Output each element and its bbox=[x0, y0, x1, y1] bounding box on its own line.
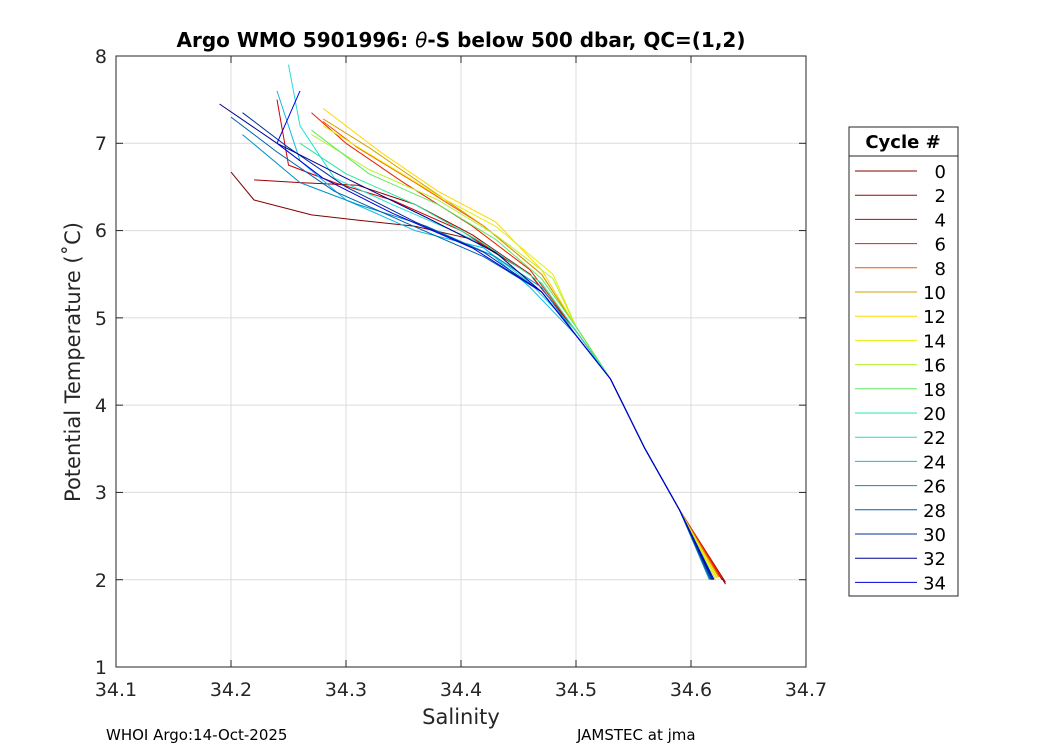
footer-right: JAMSTEC at jma bbox=[576, 726, 696, 744]
legend-label: 0 bbox=[935, 162, 946, 183]
x-tick-label: 34.5 bbox=[555, 679, 597, 701]
legend-label: 10 bbox=[923, 283, 946, 304]
chart-title-theta: θ bbox=[415, 28, 427, 52]
chart-title-suffix: -S below 500 dbar, QC=(1,2) bbox=[427, 28, 745, 52]
y-tick-label: 6 bbox=[95, 220, 107, 242]
legend-box bbox=[848, 126, 959, 597]
x-tick-label: 34.6 bbox=[670, 679, 712, 701]
legend-label: 32 bbox=[923, 549, 946, 570]
y-tick-label: 8 bbox=[95, 46, 107, 68]
series-group bbox=[219, 64, 726, 585]
y-tick-label: 2 bbox=[95, 570, 107, 592]
y-axis-label: Potential Temperature (˚C) bbox=[61, 222, 85, 502]
x-tick-label: 34.7 bbox=[785, 679, 827, 701]
chart-title-prefix: Argo WMO 5901996: bbox=[177, 28, 416, 52]
legend-label: 28 bbox=[923, 501, 946, 522]
y-tick-label: 4 bbox=[95, 395, 107, 417]
legend-label: 34 bbox=[923, 573, 946, 594]
chart-title: Argo WMO 5901996: θ-S below 500 dbar, QC… bbox=[177, 28, 746, 52]
legend-label: 6 bbox=[935, 235, 946, 256]
tick-marks bbox=[115, 55, 807, 668]
legend-label: 22 bbox=[923, 428, 946, 449]
y-tick-label: 3 bbox=[95, 482, 107, 504]
y-tick-label: 7 bbox=[95, 133, 107, 155]
x-tick-label: 34.3 bbox=[325, 679, 367, 701]
x-tick-label: 34.1 bbox=[95, 679, 137, 701]
footer-left: WHOI Argo:14-Oct-2025 bbox=[106, 726, 287, 744]
y-tick-label: 5 bbox=[95, 308, 107, 330]
legend-label: 26 bbox=[923, 477, 946, 498]
legend-label: 30 bbox=[923, 525, 946, 546]
legend-label: 14 bbox=[923, 331, 946, 352]
x-axis-label: Salinity bbox=[422, 705, 500, 729]
series-line-cycle-34 bbox=[276, 90, 715, 580]
legend-label: 4 bbox=[935, 210, 946, 231]
x-tick-label: 34.2 bbox=[210, 679, 252, 701]
legend-label: 24 bbox=[923, 452, 946, 473]
x-tick-label: 34.4 bbox=[440, 679, 482, 701]
legend-label: 8 bbox=[935, 259, 946, 280]
legend-label: 2 bbox=[935, 186, 946, 207]
y-tick-label: 1 bbox=[95, 657, 107, 679]
legend-title: Cycle # bbox=[865, 132, 940, 153]
legend-label: 20 bbox=[923, 404, 946, 425]
legend-label: 18 bbox=[923, 380, 946, 401]
legend-label: 12 bbox=[923, 307, 946, 328]
legend-label: 16 bbox=[923, 356, 946, 377]
